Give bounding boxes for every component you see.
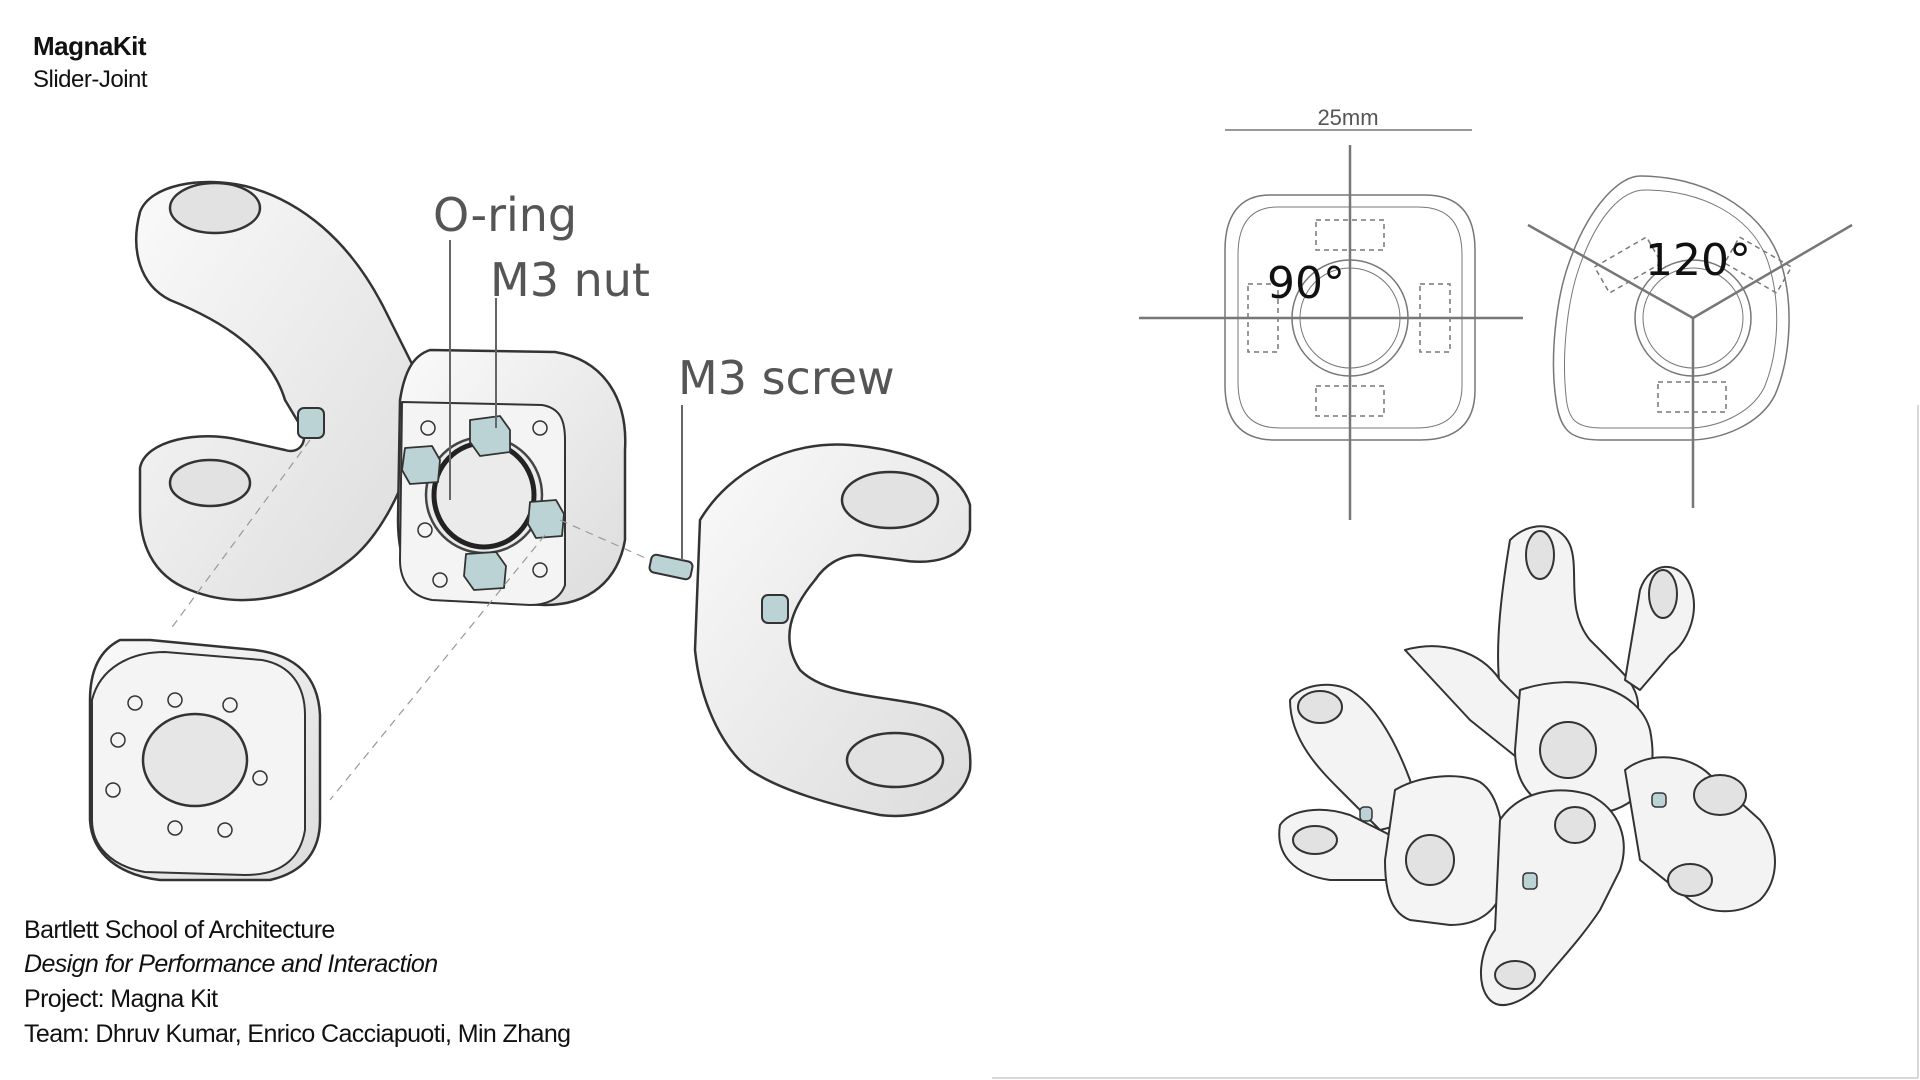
project-title: MagnaKit xyxy=(33,31,147,61)
label-m3-nut: M3 nut xyxy=(490,253,650,307)
exploded-view xyxy=(88,180,972,882)
credit-team: Team: Dhruv Kumar, Enrico Cacciapuoti, M… xyxy=(24,1020,571,1048)
label-m3-screw: M3 screw xyxy=(678,351,895,405)
hub-plan-views: 25mm 90° 120° xyxy=(1139,105,1853,520)
assembly-guides xyxy=(169,439,651,801)
label-o-ring: O-ring xyxy=(433,188,577,242)
m3-nut-set xyxy=(401,415,565,591)
assembled-cluster xyxy=(1278,525,1776,1006)
triangle-hub-plan xyxy=(1527,175,1853,508)
right-bracket xyxy=(648,443,972,818)
project-subtitle: Slider-Joint xyxy=(33,66,148,93)
center-hub xyxy=(396,348,627,607)
left-bracket xyxy=(135,180,424,602)
m3-screw xyxy=(648,553,694,581)
leader-lines xyxy=(449,240,683,560)
angle-label-120: 120° xyxy=(1645,235,1751,286)
credit-school: Bartlett School of Architecture xyxy=(24,916,335,944)
credit-course: Design for Performance and Interaction xyxy=(24,950,438,978)
angle-label-90: 90° xyxy=(1267,258,1345,309)
frame-lines xyxy=(992,405,1919,1079)
credit-project: Project: Magna Kit xyxy=(24,985,218,1013)
dimension-label: 25mm xyxy=(1317,105,1378,130)
bottom-cap xyxy=(88,638,322,882)
square-hub-plan xyxy=(1139,145,1523,520)
